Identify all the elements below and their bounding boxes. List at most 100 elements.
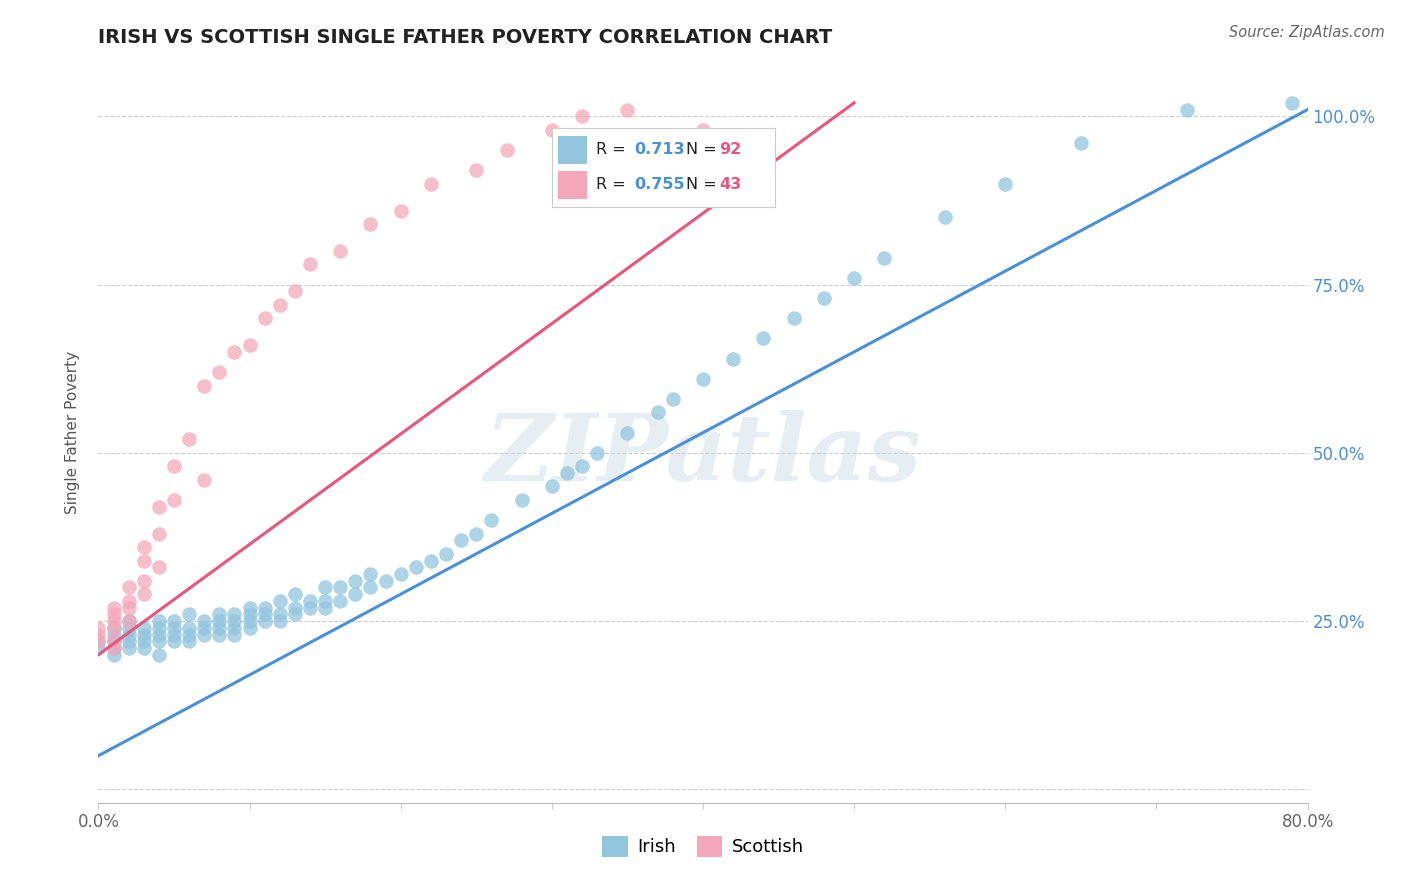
Point: [661, 392, 683, 406]
Point: [179, 634, 201, 648]
Point: [299, 257, 322, 271]
Point: [179, 433, 201, 447]
Point: [540, 122, 562, 136]
Point: [163, 492, 186, 507]
Point: [208, 627, 231, 641]
Point: [103, 634, 125, 648]
Text: Source: ZipAtlas.com: Source: ZipAtlas.com: [1229, 25, 1385, 40]
Point: [132, 640, 155, 655]
Point: [103, 634, 125, 648]
Point: [481, 513, 503, 527]
Point: [253, 607, 276, 622]
Point: [103, 600, 125, 615]
Point: [692, 372, 714, 386]
Point: [179, 627, 201, 641]
Point: [224, 614, 246, 628]
Text: ZIPatlas: ZIPatlas: [485, 409, 921, 500]
Point: [434, 547, 457, 561]
Point: [132, 621, 155, 635]
Point: [314, 594, 336, 608]
FancyBboxPatch shape: [558, 136, 588, 164]
Point: [208, 365, 231, 379]
Point: [253, 614, 276, 628]
Point: [118, 614, 141, 628]
Point: [148, 526, 170, 541]
Point: [329, 581, 352, 595]
Point: [752, 331, 775, 345]
Point: [148, 614, 170, 628]
Point: [193, 378, 215, 392]
Point: [87, 621, 110, 635]
Point: [389, 203, 412, 218]
Y-axis label: Single Father Poverty: Single Father Poverty: [65, 351, 80, 514]
Point: [389, 566, 412, 581]
Point: [540, 479, 562, 493]
Point: [224, 621, 246, 635]
Point: [163, 614, 186, 628]
Point: [193, 627, 215, 641]
Point: [224, 607, 246, 622]
Point: [132, 634, 155, 648]
Point: [495, 143, 517, 157]
Point: [344, 574, 367, 588]
Point: [269, 594, 291, 608]
Point: [103, 614, 125, 628]
Point: [284, 285, 307, 299]
Text: N =: N =: [686, 177, 721, 192]
Point: [616, 425, 638, 440]
Text: N =: N =: [686, 142, 721, 157]
Point: [752, 129, 775, 144]
Point: [208, 607, 231, 622]
Point: [314, 581, 336, 595]
Point: [360, 217, 382, 231]
Point: [571, 459, 593, 474]
Point: [510, 492, 533, 507]
Point: [314, 600, 336, 615]
Point: [994, 177, 1017, 191]
Point: [284, 607, 307, 622]
Text: 92: 92: [720, 142, 741, 157]
Point: [132, 553, 155, 567]
Point: [87, 634, 110, 648]
Point: [269, 298, 291, 312]
Point: [224, 344, 246, 359]
Point: [87, 634, 110, 648]
Point: [405, 560, 427, 574]
Text: 43: 43: [720, 177, 741, 192]
Point: [360, 581, 382, 595]
FancyBboxPatch shape: [558, 171, 588, 199]
Point: [163, 459, 186, 474]
Point: [1070, 136, 1092, 151]
Point: [329, 244, 352, 258]
Text: R =: R =: [596, 142, 631, 157]
Point: [813, 291, 835, 305]
Point: [193, 614, 215, 628]
Point: [103, 640, 125, 655]
Point: [132, 587, 155, 601]
Point: [118, 627, 141, 641]
Point: [163, 634, 186, 648]
Point: [844, 270, 866, 285]
Point: [360, 566, 382, 581]
Point: [148, 627, 170, 641]
Point: [103, 607, 125, 622]
Point: [239, 600, 262, 615]
Point: [132, 627, 155, 641]
Point: [118, 634, 141, 648]
Point: [465, 526, 488, 541]
Point: [193, 473, 215, 487]
Point: [179, 607, 201, 622]
Point: [208, 614, 231, 628]
Point: [118, 581, 141, 595]
Point: [118, 594, 141, 608]
Point: [374, 574, 396, 588]
Point: [118, 621, 141, 635]
Point: [239, 338, 262, 352]
Point: [299, 600, 322, 615]
Point: [118, 614, 141, 628]
Point: [193, 621, 215, 635]
Point: [148, 648, 170, 662]
Point: [118, 600, 141, 615]
Point: [1281, 95, 1303, 110]
Point: [269, 614, 291, 628]
